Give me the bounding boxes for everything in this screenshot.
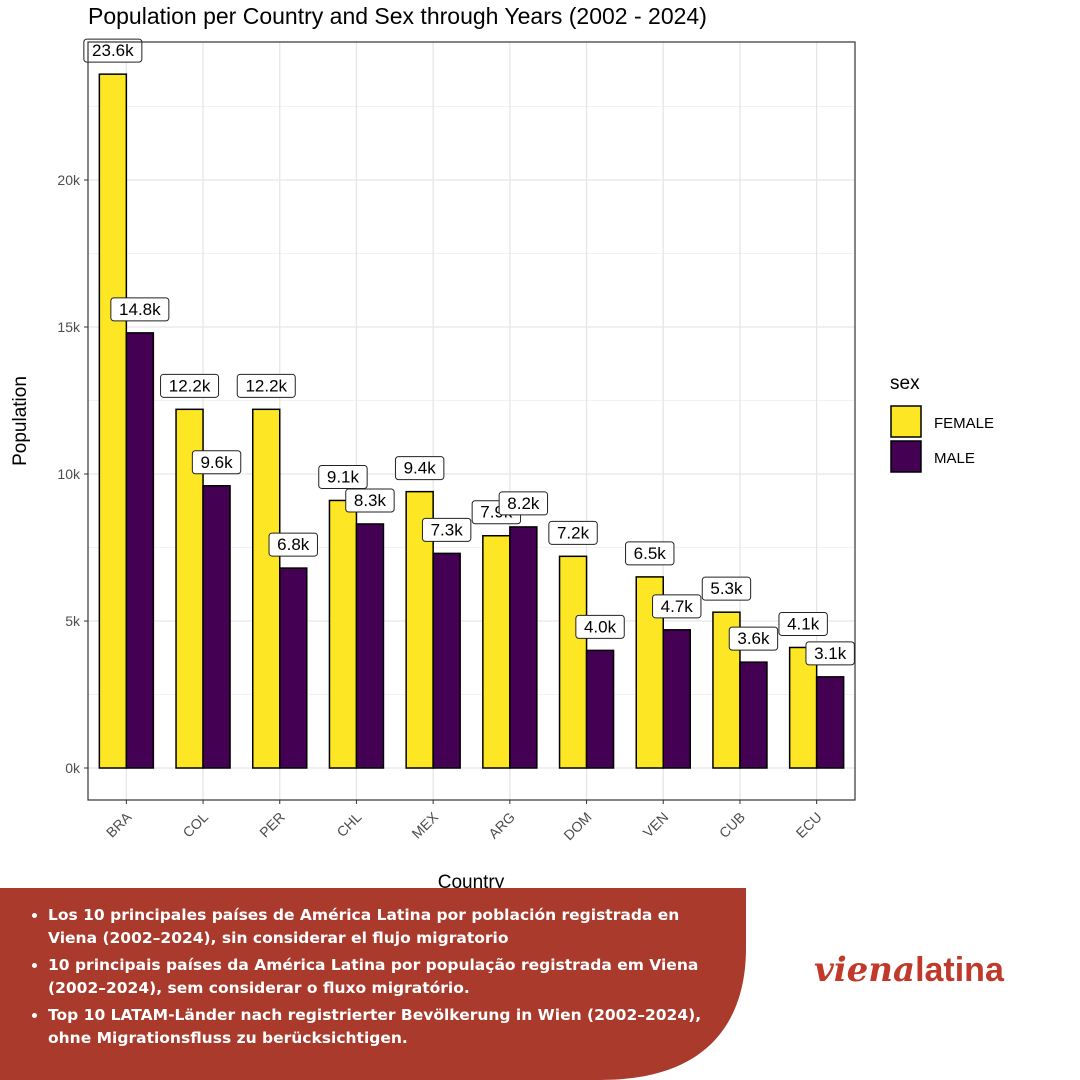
- plot-border: [87, 41, 856, 801]
- data-label-box: [236, 373, 296, 398]
- data-label: 12.2k: [169, 376, 211, 395]
- data-label: 9.4k: [404, 459, 437, 478]
- data-label-box: [394, 456, 445, 481]
- x-tick-label: PER: [256, 809, 288, 841]
- data-label-box: [83, 38, 143, 63]
- bar-chart: 0k 5k 10k 15k 20k BRA COL PER CHL MEX ARG DOM VEN CUB…: [10, 3, 994, 893]
- bar-male-cub: [739, 661, 768, 769]
- x-tick-label: BRA: [103, 808, 135, 840]
- data-label: 9.1k: [327, 467, 360, 486]
- x-tick-label: VEN: [640, 809, 672, 841]
- data-label-box: [191, 450, 242, 475]
- bar-female-chl: [328, 499, 358, 769]
- data-label-box: [701, 576, 752, 601]
- legend-swatch-female: [890, 405, 922, 438]
- data-label-box: [421, 517, 472, 542]
- data-label-box: [728, 626, 779, 651]
- y-axis-title: Population: [10, 376, 31, 466]
- bar-female-dom: [558, 555, 588, 769]
- data-label-box: [318, 464, 368, 489]
- legend-title: sex: [890, 373, 920, 394]
- bar-male-ven: [662, 629, 691, 769]
- data-label: 8.3k: [354, 491, 387, 510]
- bar-male-col: [202, 485, 231, 769]
- data-label: 8.2k: [507, 494, 540, 513]
- legend-swatch-male: [890, 440, 922, 473]
- data-label: 9.6k: [200, 453, 233, 472]
- data-label-box: [268, 532, 318, 557]
- bar-male-arg: [509, 526, 538, 769]
- bar-male-dom: [585, 649, 615, 769]
- bar-male-chl: [355, 523, 385, 769]
- data-label: 3.6k: [737, 629, 770, 648]
- x-tick-label: MEX: [409, 808, 442, 841]
- data-label: 3.1k: [814, 644, 847, 663]
- banner-text: Los 10 principales países de América Lat…: [28, 904, 728, 1054]
- data-label-box: [110, 297, 170, 322]
- data-label-box: [548, 520, 598, 545]
- legend-label-male: MALE: [934, 450, 975, 467]
- y-tick-label: 5k: [65, 613, 81, 629]
- data-label: 14.8k: [119, 300, 161, 319]
- data-label: 4.7k: [661, 597, 694, 616]
- bar-male-bra: [125, 332, 155, 769]
- data-label: 5.3k: [710, 579, 743, 598]
- data-label-box: [625, 541, 675, 566]
- x-tick-label: ARG: [485, 809, 518, 842]
- bullet-spanish: Los 10 principales países de América Lat…: [48, 904, 728, 949]
- x-tick-label: DOM: [560, 809, 594, 843]
- data-label-box: [652, 594, 702, 619]
- x-tick-label: ECU: [793, 809, 825, 841]
- data-label: 7.3k: [431, 520, 464, 539]
- data-label-box: [160, 373, 220, 398]
- chart-title: Population per Country and Sex through Y…: [88, 3, 707, 29]
- data-label-box: [805, 641, 855, 666]
- vienalatina-logo: vienalatina: [814, 950, 1004, 990]
- data-label: 4.1k: [787, 614, 820, 633]
- bullet-portuguese: 10 principais países da América Latina p…: [48, 954, 728, 999]
- y-tick-label: 10k: [57, 466, 81, 482]
- x-axis-title: Country: [438, 872, 505, 893]
- data-label: 4.0k: [584, 617, 617, 636]
- y-tick-label: 20k: [57, 172, 81, 188]
- bar-male-mex: [432, 552, 461, 769]
- bar-male-per: [279, 567, 308, 769]
- data-label-box: [345, 488, 395, 513]
- data-label-box: [498, 491, 549, 516]
- data-label: 23.6k: [92, 41, 134, 60]
- bullet-german: Top 10 LATAM-Länder nach registrierter B…: [48, 1004, 728, 1049]
- y-tick-label: 0k: [65, 760, 81, 776]
- y-tick-label: 15k: [57, 319, 81, 335]
- x-tick-label: CHL: [333, 809, 364, 840]
- data-label-box: [778, 611, 828, 636]
- bar-female-per: [252, 408, 281, 769]
- legend-label-female: FEMALE: [934, 415, 994, 432]
- x-tick-label: COL: [179, 809, 211, 841]
- data-label: 6.5k: [634, 544, 667, 563]
- bar-female-ecu: [788, 646, 818, 769]
- x-tick-label: CUB: [716, 809, 748, 841]
- bar-male-ecu: [815, 676, 845, 769]
- data-label: 6.8k: [277, 535, 310, 554]
- data-label: 7.2k: [557, 523, 590, 542]
- data-label: 12.2k: [245, 376, 287, 395]
- bar-female-bra: [98, 73, 128, 769]
- banner-background: [0, 888, 746, 1080]
- bar-female-arg: [482, 534, 511, 769]
- data-label-box: [575, 614, 625, 639]
- bar-female-ven: [635, 576, 664, 769]
